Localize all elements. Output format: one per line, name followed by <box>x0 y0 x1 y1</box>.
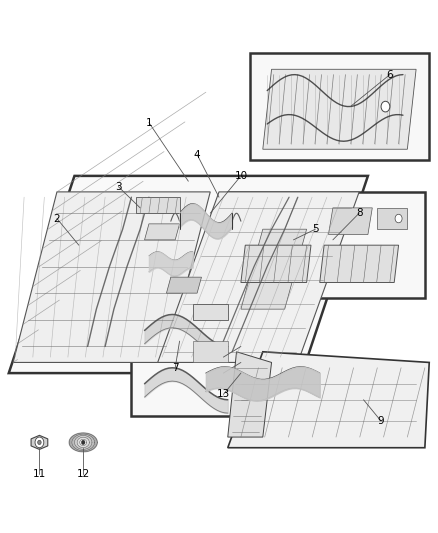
Circle shape <box>81 440 85 445</box>
Text: 10: 10 <box>234 171 247 181</box>
Polygon shape <box>377 208 407 229</box>
Polygon shape <box>241 245 311 282</box>
Text: 5: 5 <box>312 224 319 234</box>
Polygon shape <box>145 224 180 240</box>
Text: 13: 13 <box>217 390 230 399</box>
Text: 9: 9 <box>378 416 385 426</box>
Polygon shape <box>31 435 48 449</box>
Polygon shape <box>193 304 228 320</box>
Polygon shape <box>131 309 263 416</box>
Polygon shape <box>77 437 89 448</box>
Circle shape <box>38 440 41 445</box>
Polygon shape <box>320 245 399 282</box>
Polygon shape <box>328 208 372 235</box>
Text: 12: 12 <box>77 470 90 479</box>
Polygon shape <box>74 435 92 449</box>
Text: 2: 2 <box>53 214 60 223</box>
Circle shape <box>395 214 402 223</box>
Circle shape <box>381 101 390 112</box>
Polygon shape <box>241 277 293 309</box>
Polygon shape <box>228 352 272 437</box>
Polygon shape <box>136 197 180 213</box>
Polygon shape <box>13 192 210 362</box>
Circle shape <box>35 437 44 448</box>
Polygon shape <box>69 433 97 452</box>
Polygon shape <box>9 176 368 373</box>
Text: 11: 11 <box>33 470 46 479</box>
Polygon shape <box>72 434 95 451</box>
Text: 6: 6 <box>386 70 393 79</box>
Polygon shape <box>228 192 425 298</box>
Polygon shape <box>158 192 359 362</box>
Text: 8: 8 <box>356 208 363 218</box>
Polygon shape <box>263 69 416 149</box>
Polygon shape <box>254 229 307 261</box>
Text: 7: 7 <box>172 363 179 373</box>
Text: 4: 4 <box>194 150 201 159</box>
Polygon shape <box>250 53 429 160</box>
Polygon shape <box>80 439 87 446</box>
Polygon shape <box>166 277 201 293</box>
Text: 3: 3 <box>115 182 122 191</box>
Text: 1: 1 <box>145 118 152 127</box>
Polygon shape <box>193 341 228 362</box>
Polygon shape <box>228 352 429 448</box>
